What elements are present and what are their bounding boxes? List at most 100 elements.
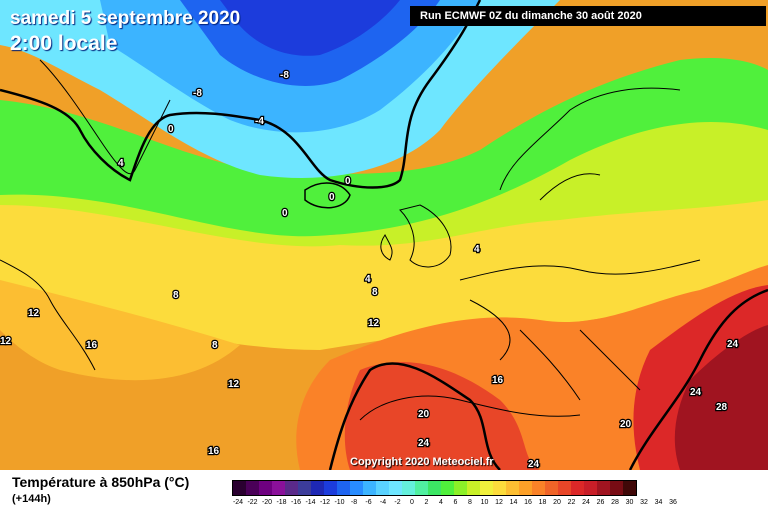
band-green <box>0 58 768 237</box>
color-swatch <box>272 481 285 495</box>
color-scale-tick: 8 <box>468 499 472 506</box>
color-swatch <box>298 481 311 495</box>
color-swatch <box>545 481 558 495</box>
color-scale-tick: 10 <box>480 499 489 506</box>
band-red <box>344 361 540 470</box>
color-scale-tick: 16 <box>524 499 532 506</box>
color-scale-tick: -12 <box>319 499 331 506</box>
coastline-scandinavia <box>499 87 681 201</box>
color-scale-tick: -24 <box>232 499 244 506</box>
color-swatch <box>402 481 415 495</box>
color-scale-tick: -6 <box>365 499 372 506</box>
legend-subtitle: (+144h) <box>12 493 51 505</box>
coastline-iceland <box>304 182 351 209</box>
color-swatch <box>428 481 441 495</box>
coastline-america <box>0 259 96 371</box>
label-12-a: 12 <box>28 308 40 319</box>
isotherm-0 <box>0 0 482 189</box>
color-scale-tick: 26 <box>596 499 605 506</box>
color-swatch <box>441 481 454 495</box>
color-swatch <box>506 481 519 495</box>
label-24-d: 24 <box>528 459 540 470</box>
color-scale-tick: 32 <box>640 499 648 506</box>
color-scale-tick: -2 <box>394 499 401 506</box>
label-8-c: 8 <box>212 340 218 351</box>
label-0-c: 0 <box>329 192 335 203</box>
label-0-d: 0 <box>282 208 288 219</box>
map-canvas: -8 -8 -4 0 0 0 0 4 4 4 8 8 8 12 12 12 12… <box>0 0 768 470</box>
color-swatch <box>467 481 480 495</box>
color-swatch <box>285 481 298 495</box>
color-scale-tick: 30 <box>625 499 634 506</box>
color-swatch <box>519 481 532 495</box>
color-scale-tick: -18 <box>276 499 287 506</box>
coastline-greenland <box>39 59 171 175</box>
label-4-b: 4 <box>474 244 480 255</box>
color-scale-tick: 34 <box>654 499 663 506</box>
label-minus8-a: -8 <box>280 70 289 81</box>
color-scale-tick: -8 <box>350 499 358 506</box>
label-minus4: -4 <box>255 116 264 127</box>
color-scale-tick: -10 <box>334 499 345 506</box>
label-4-c: 4 <box>365 274 371 285</box>
color-swatch <box>480 481 493 495</box>
coastline-uk <box>380 204 452 268</box>
color-scale-tick: -20 <box>261 499 273 506</box>
color-scale-tick: 2 <box>424 499 429 506</box>
band-atlantic-yellow <box>0 280 240 381</box>
color-scale-tick: 24 <box>582 499 590 506</box>
color-swatch <box>324 481 337 495</box>
color-scale-tick: 4 <box>439 499 443 506</box>
label-16-c: 16 <box>208 446 220 457</box>
color-swatch <box>571 481 584 495</box>
forecast-date: samedi 5 septembre 2020 <box>10 8 241 29</box>
label-0-a: 0 <box>168 124 174 135</box>
coastline-europe <box>459 259 701 401</box>
color-swatch <box>623 481 636 495</box>
isotherm-20-east <box>628 288 768 470</box>
color-scale-tick: 22 <box>567 499 576 506</box>
label-12-b: 12 <box>368 318 380 329</box>
label-24-b: 24 <box>690 387 702 398</box>
model-run-info: Run ECMWF 0Z du dimanche 30 août 2020 <box>410 6 766 26</box>
color-swatch <box>311 481 324 495</box>
color-swatch <box>493 481 506 495</box>
copyright: Copyright 2020 Meteociel.fr <box>350 456 494 468</box>
color-scale-tick: 6 <box>453 499 458 506</box>
color-swatch <box>584 481 597 495</box>
coastline-africa <box>359 395 581 421</box>
label-0-b: 0 <box>345 176 351 187</box>
label-8-b: 8 <box>372 287 378 298</box>
color-swatch <box>454 481 467 495</box>
isotherm-16 <box>328 362 501 470</box>
color-swatch <box>610 481 623 495</box>
band-darkred-east <box>674 325 768 470</box>
color-swatch <box>350 481 363 495</box>
color-scale-tick: 36 <box>669 499 677 506</box>
color-scale-tick: -4 <box>379 499 387 506</box>
color-scale-tick: -22 <box>247 499 258 506</box>
color-swatch <box>337 481 350 495</box>
label-12-c: 12 <box>228 379 240 390</box>
color-scale-tick: 18 <box>538 499 547 506</box>
color-scale-tick: 20 <box>553 499 561 506</box>
color-swatch <box>259 481 272 495</box>
label-16-a: 16 <box>86 340 98 351</box>
color-scale-tick: 0 <box>410 499 414 506</box>
color-swatch <box>246 481 259 495</box>
label-8-a: 8 <box>173 290 179 301</box>
label-16-b: 16 <box>492 375 504 386</box>
label-20-a: 20 <box>418 409 430 420</box>
label-24-a: 24 <box>418 438 430 449</box>
label-minus8-b: -8 <box>193 88 202 99</box>
forecast-time: 2:00 locale <box>10 32 118 55</box>
legend-title: Température à 850hPa (°C) <box>12 474 190 490</box>
color-swatch <box>389 481 402 495</box>
color-swatch <box>363 481 376 495</box>
label-4-a: 4 <box>118 158 124 169</box>
color-scale-tick: -14 <box>305 499 316 506</box>
label-24-c: 24 <box>727 339 739 350</box>
color-swatch <box>558 481 571 495</box>
color-scale-tick: 28 <box>611 499 619 506</box>
color-swatch <box>532 481 545 495</box>
